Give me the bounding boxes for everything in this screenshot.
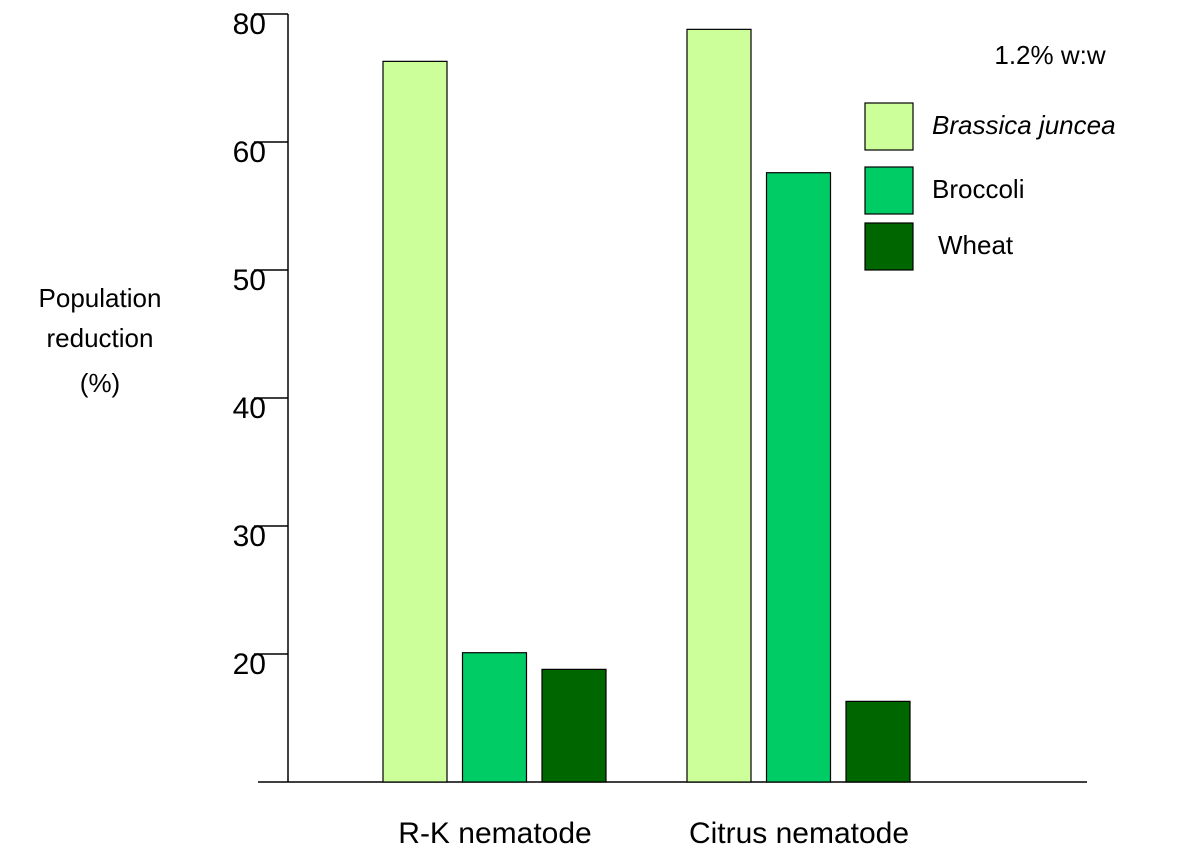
bar (461, 652, 528, 783)
y-tick-label: 50 (233, 264, 266, 297)
y-axis-label: Population (39, 283, 162, 313)
annotation: 1.2% w:w (994, 40, 1105, 70)
legend-swatch (864, 166, 914, 215)
legend-label: Brassica juncea (932, 110, 1116, 140)
legend-swatch (864, 102, 914, 151)
y-tick-label: 30 (233, 520, 266, 553)
y-tick-label: 60 (233, 136, 266, 169)
bar (382, 60, 448, 783)
y-tick-label: 40 (233, 392, 266, 425)
y-axis-label: (%) (80, 368, 120, 398)
y-axis-label: reduction (47, 323, 154, 353)
legend-label: Broccoli (932, 174, 1024, 204)
y-tick-label: 20 (233, 648, 266, 681)
x-tick-label: Citrus nematode (689, 817, 909, 850)
bar (765, 172, 832, 783)
bar (541, 668, 607, 783)
legend-label: Wheat (938, 230, 1014, 260)
legend-swatch (864, 222, 914, 271)
x-tick-label: R-K nematode (398, 817, 591, 850)
bar (845, 700, 911, 783)
y-tick-label: 80 (233, 8, 266, 41)
bar (686, 28, 752, 783)
